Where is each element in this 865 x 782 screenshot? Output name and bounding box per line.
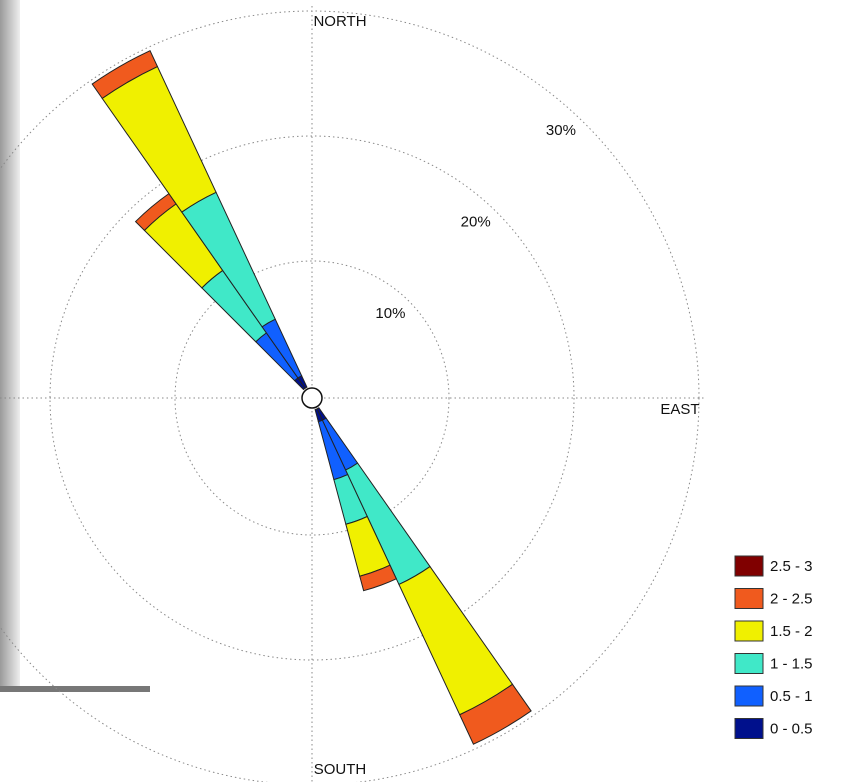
legend-label: 0 - 0.5 (770, 720, 813, 737)
legend-swatch (734, 555, 764, 577)
center-hole (301, 387, 323, 409)
legend-swatch (734, 653, 764, 674)
wedge-segment (359, 564, 397, 592)
legend-label: 0.5 - 1 (770, 688, 813, 705)
east-label: EAST (660, 401, 699, 418)
grid-ring (174, 260, 450, 536)
wedge-segment (398, 565, 514, 716)
legend-label: 2 - 2.5 (770, 590, 813, 607)
panel-shadow (0, 0, 20, 690)
panel-edge (0, 686, 150, 692)
r-tick-label: 30% (546, 122, 576, 139)
legend-swatch (734, 620, 764, 642)
r-tick-label: 10% (375, 305, 405, 322)
south-label: SOUTH (314, 761, 367, 778)
grid-ring (0, 10, 700, 782)
legend-swatch (734, 685, 764, 707)
legend-label: 2.5 - 3 (770, 558, 813, 575)
north-label: NORTH (313, 13, 366, 30)
r-tick-label: 20% (461, 213, 491, 230)
wedge-segment (101, 65, 217, 213)
legend-swatch (734, 718, 764, 739)
legend-label: 1.5 - 2 (770, 623, 813, 640)
grid-ring (49, 135, 575, 661)
wedge-segment (459, 683, 532, 745)
legend-swatch (734, 588, 764, 609)
legend-label: 1 - 1.5 (770, 655, 813, 672)
wedge-segment (91, 49, 159, 100)
